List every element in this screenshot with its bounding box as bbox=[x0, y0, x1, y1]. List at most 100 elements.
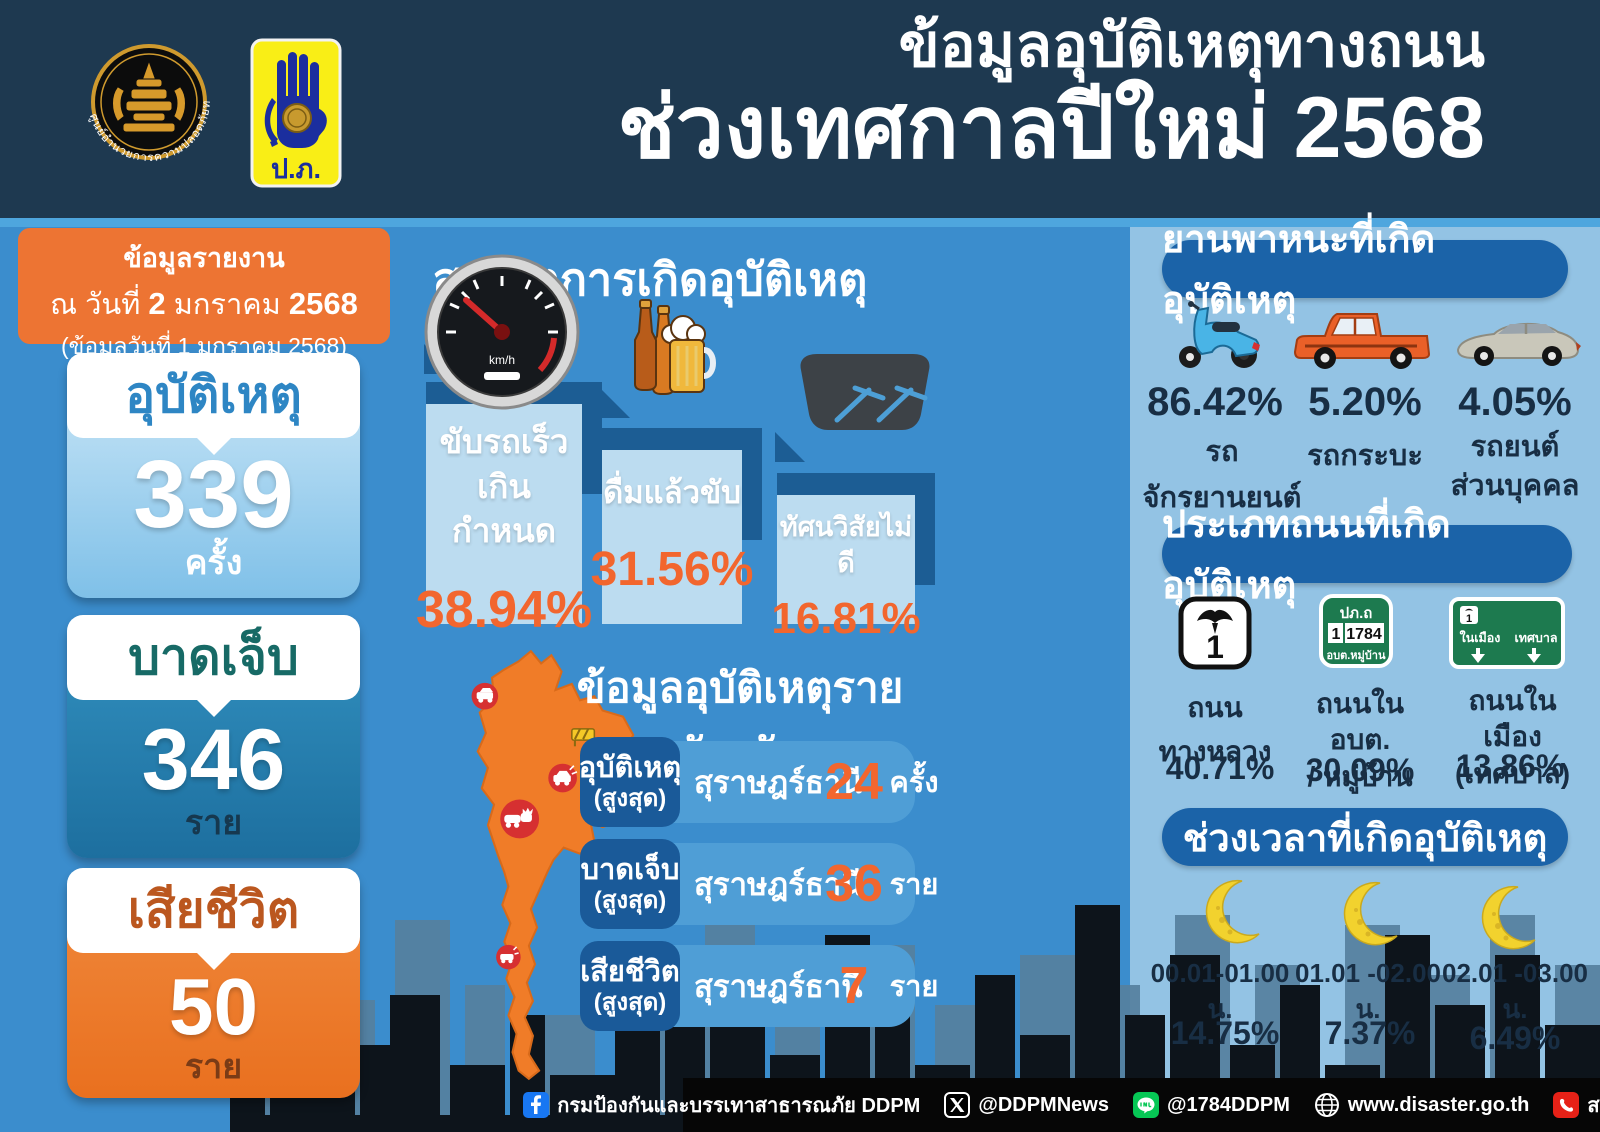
crescent-moon-icon bbox=[1205, 879, 1260, 944]
pickup-label: รถกระบะ bbox=[1307, 440, 1423, 472]
time-slot-1: 00.01-01.00 น. bbox=[1150, 958, 1290, 1024]
cause-drunk-percent: 31.56% bbox=[590, 542, 754, 596]
windshield-icon bbox=[800, 354, 930, 430]
stat-card-injured: 346 ราย บาดเจ็บ bbox=[67, 615, 360, 858]
cause-card-speeding: ขับรถเร็ว เกินกำหนด 38.94% bbox=[416, 404, 592, 639]
city-road-sign-icon: 1 ในเมือง เทศบาล bbox=[1449, 597, 1565, 669]
injured-label: บาดเจ็บ bbox=[67, 615, 360, 700]
rural-road-sign-icon: ปภ.ถ 1 1784 อบต.หมู่บ้าน bbox=[1319, 594, 1393, 668]
footer-line-link[interactable]: @1784DDPM bbox=[1132, 1092, 1290, 1118]
report-line2: ณ วันที่ 2 มกราคม 2568 bbox=[50, 286, 358, 321]
footer-hotline-link[interactable]: สายด่วนนิรภัย 1784 bbox=[1553, 1089, 1600, 1121]
car-icon bbox=[1456, 322, 1581, 366]
map-accident-markers bbox=[471, 682, 596, 970]
city-label: ถนนในเมือง (เทศบาล) bbox=[1454, 685, 1571, 789]
report-date-box: ข้อมูลรายงาน ณ วันที่ 2 มกราคม 2568 (ข้อ… bbox=[18, 228, 390, 359]
province-name: สุราษฎร์ธานี bbox=[694, 765, 863, 800]
province-row-deaths: เสียชีวิต (สูงสุด) สุราษฎร์ธานี 7 ราย bbox=[580, 941, 938, 1031]
cause-speeding-label-line1: ขับรถเร็ว bbox=[439, 423, 569, 460]
footer-facebook-label: กรมป้องกันและบรรเทาสาธารณภัย DDPM bbox=[557, 1095, 921, 1117]
rural-label: ถนนใน อบต. / หมู่บ้าน bbox=[1307, 688, 1413, 792]
footer-line-label: @1784DDPM bbox=[1166, 1093, 1290, 1116]
speedometer-icon: km/h bbox=[424, 254, 580, 410]
x-twitter-icon bbox=[944, 1092, 971, 1118]
injured-value: 346 bbox=[141, 712, 286, 809]
rural-percent: 30.09% bbox=[1305, 752, 1415, 788]
highway-sign-icon: 1 bbox=[1178, 596, 1252, 670]
ribbon-fold bbox=[775, 432, 805, 462]
stat-card-pointer bbox=[194, 436, 233, 455]
page-title-line1: ข้อมูลอุบัติเหตุทางถนน bbox=[898, 12, 1485, 79]
cause-card-drunk-driving: ดื่มแล้วขับ 31.56% bbox=[591, 450, 753, 624]
province-row-label: อุบัติเหตุ (สูงสุด) bbox=[579, 737, 681, 827]
province-value: 36 bbox=[825, 855, 883, 913]
phone-icon bbox=[1553, 1092, 1580, 1118]
accidents-value: 339 bbox=[133, 441, 294, 549]
footer-website-link[interactable]: www.disaster.go.th bbox=[1314, 1092, 1530, 1118]
cause-card-poor-visibility: ทัศนวิสัยไม่ดี 16.81% bbox=[771, 495, 921, 643]
province-row-label: เสียชีวิต (สูงสุด) bbox=[580, 941, 680, 1031]
time-slot-3: 02.01 -03.00 น. bbox=[1441, 958, 1588, 1024]
ribbon-fold bbox=[600, 388, 630, 418]
time-section-title: ช่วงเวลาที่เกิดอุบัติเหตุ bbox=[1162, 808, 1568, 866]
rural-sign-cell2: 1784 bbox=[1346, 626, 1382, 643]
accidents-label: อุบัติเหตุ bbox=[67, 353, 360, 438]
highway-label: ถนนทางหลวง bbox=[1158, 692, 1272, 767]
injured-unit: ราย bbox=[184, 804, 243, 843]
province-row-accidents: อุบัติเหตุ (สูงสุด) สุราษฎร์ธานี 24 ครั้… bbox=[579, 737, 939, 827]
report-line1: ข้อมูลรายงาน bbox=[123, 243, 285, 273]
hand-logo-text: ป.ภ. bbox=[271, 154, 321, 184]
city-sign-left-text: ในเมือง bbox=[1460, 630, 1501, 645]
cause-speeding-percent: 38.94% bbox=[415, 580, 593, 639]
rural-sign-cell1: 1 bbox=[1332, 626, 1341, 643]
stat-card-pointer bbox=[194, 698, 233, 717]
deaths-label: เสียชีวิต bbox=[67, 868, 360, 953]
highway-percent: 40.71% bbox=[1165, 750, 1275, 786]
cause-visibility-percent: 16.81% bbox=[771, 593, 921, 643]
dpm-hand-logo: ป.ภ. bbox=[250, 38, 342, 188]
footer-x-link[interactable]: @DDPMNews bbox=[944, 1092, 1109, 1118]
emblem-crest bbox=[113, 62, 185, 132]
accidents-unit: ครั้ง bbox=[184, 544, 243, 583]
city-sign-right-text: เทศบาล bbox=[1514, 631, 1557, 645]
cause-drunk-label: ดื่มแล้วขับ bbox=[603, 475, 741, 510]
footer-facebook-link[interactable]: กรมป้องกันและบรรเทาสาธารณภัย DDPM bbox=[523, 1089, 920, 1121]
motorcycle-label: รถจักรยานยนต์ bbox=[1142, 436, 1302, 514]
pickup-truck-icon bbox=[1293, 313, 1431, 369]
province-value: 24 bbox=[825, 753, 883, 811]
alcohol-icon bbox=[634, 299, 716, 395]
map-barrier-icon bbox=[571, 728, 596, 747]
province-row-label: บาดเจ็บ (สูงสุด) bbox=[580, 839, 680, 929]
highway-sign-number: 1 bbox=[1206, 629, 1224, 665]
province-value: 7 bbox=[839, 957, 869, 1015]
footer-x-label: @DDPMNews bbox=[978, 1093, 1109, 1116]
footer-hotline-label: สายด่วนนิรภัย 1784 bbox=[1587, 1095, 1600, 1117]
province-name: สุราษฎร์ธานี bbox=[694, 969, 863, 1004]
car-percent: 4.05% bbox=[1458, 380, 1572, 424]
road-types-section-title: ประเภทถนนที่เกิดอุบัติเหตุ bbox=[1162, 504, 1572, 607]
line-app-icon bbox=[1132, 1092, 1159, 1118]
cause-speeding-label-line2: เกินกำหนด bbox=[451, 467, 557, 550]
footer-website-label: www.disaster.go.th bbox=[1347, 1093, 1530, 1116]
province-name: สุราษฎร์ธานี bbox=[694, 867, 863, 902]
road-safety-center-emblem: ศูนย์อำนวยการความปลอดภัยทางถนน bbox=[74, 30, 212, 164]
header-accent-line bbox=[0, 218, 1600, 227]
rural-sign-top-text: ปภ.ถ bbox=[1340, 605, 1373, 622]
stat-card-deaths: 50 ราย เสียชีวิต bbox=[67, 868, 360, 1098]
footer-bar: กรมป้องกันและบรรเทาสาธารณภัย DDPM @DDPMN… bbox=[523, 1078, 1600, 1132]
time-slot-3-percent: 6.49% bbox=[1469, 1020, 1561, 1056]
pickup-percent: 5.20% bbox=[1308, 380, 1422, 424]
time-slot-2: 01.01 -02.00 น. bbox=[1294, 958, 1441, 1024]
motorcycle-percent: 86.42% bbox=[1147, 380, 1283, 424]
page-title: ข้อมูลอุบัติเหตุทางถนน ช่วงเทศกาลปีใหม่ … bbox=[385, 14, 1485, 173]
province-unit: ราย bbox=[889, 971, 939, 1003]
vehicles-section-title: ยานพาหนะที่เกิดอุบัติเหตุ bbox=[1162, 219, 1568, 322]
crescent-moon-icon bbox=[1481, 885, 1536, 950]
time-slot-2-percent: 7.37% bbox=[1324, 1015, 1416, 1051]
city-sign-number: 1 bbox=[1466, 613, 1472, 625]
speedometer-unit-text: km/h bbox=[489, 353, 515, 367]
hand-medal bbox=[282, 103, 312, 133]
city-percent: 13.86% bbox=[1455, 748, 1565, 784]
car-label: รถยนต์ ส่วนบุคคล bbox=[1450, 431, 1580, 503]
province-row-injured: บาดเจ็บ (สูงสุด) สุราษฎร์ธานี 36 ราย bbox=[580, 839, 938, 929]
